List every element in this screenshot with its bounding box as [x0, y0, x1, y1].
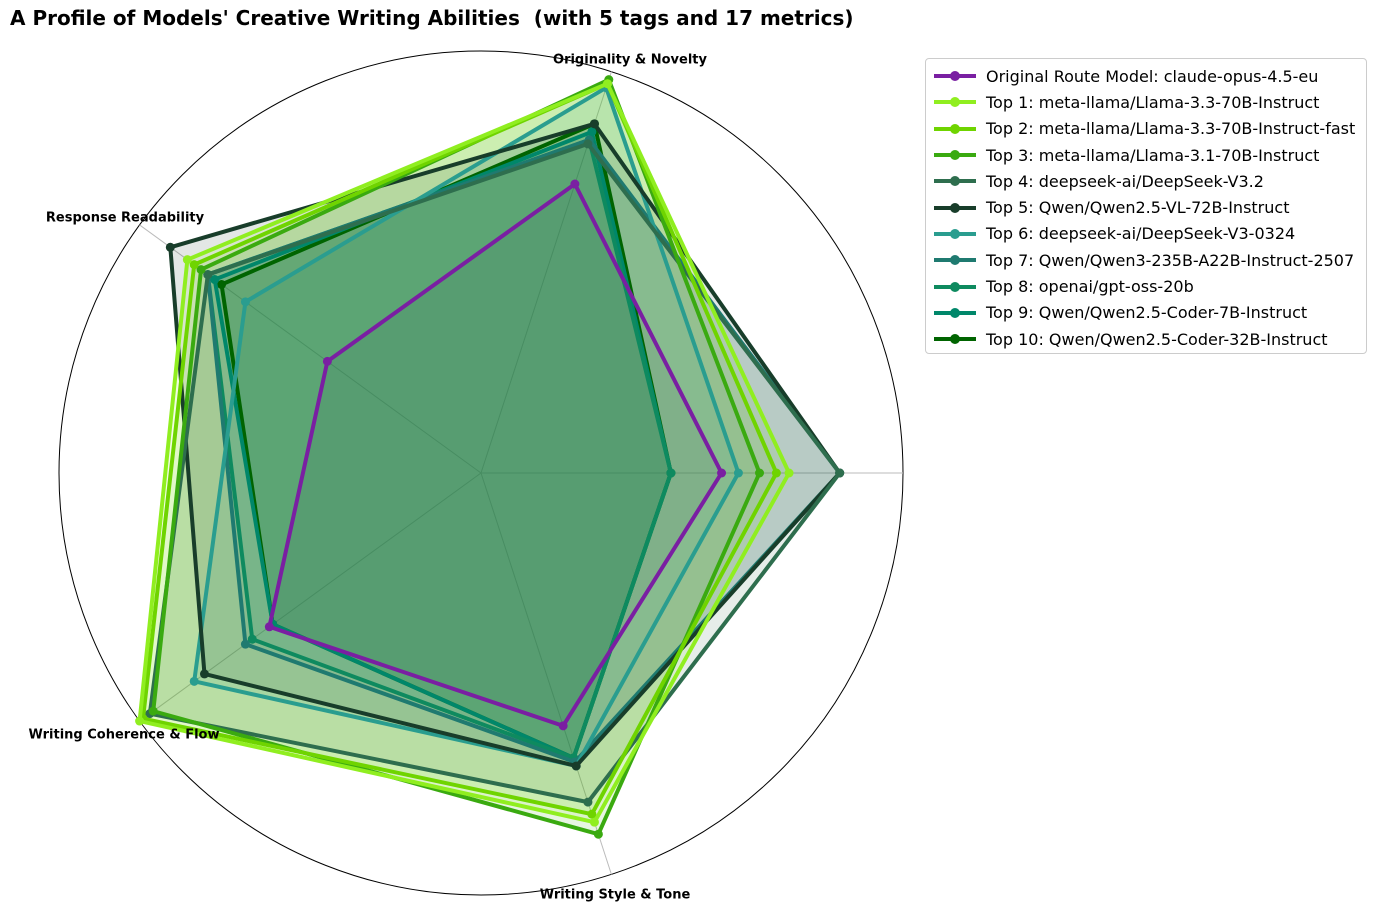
legend-label: Top 3: meta-llama/Llama-3.1-70B-Instruct	[986, 145, 1320, 165]
series-point	[589, 817, 599, 827]
series-point	[217, 279, 227, 289]
legend-item: Top 5: Qwen/Qwen2.5-VL-72B-Instruct	[934, 194, 1358, 220]
legend-label: Top 10: Qwen/Qwen2.5-Coder-32B-Instruct	[986, 329, 1328, 349]
series-point	[589, 119, 599, 129]
series-point	[189, 260, 199, 270]
legend-item: Original Route Model: claude-opus-4.5-eu	[934, 63, 1358, 89]
series-point	[583, 139, 593, 149]
series-point	[247, 634, 257, 644]
series-point	[733, 468, 743, 478]
legend-label: Top 9: Qwen/Qwen2.5-Coder-7B-Instruct	[986, 303, 1308, 323]
radar-spoke	[480, 472, 612, 875]
series-point	[570, 179, 580, 189]
legend-swatch	[934, 280, 976, 294]
legend-label: Top 5: Qwen/Qwen2.5-VL-72B-Instruct	[986, 198, 1290, 218]
axis-label: Writing Coherence & Flow	[29, 728, 220, 743]
series-point	[717, 468, 727, 478]
axis-label: Response Readability	[46, 211, 205, 226]
series-point	[240, 639, 250, 649]
axis-labels: Creative WritingOriginality & NoveltyRes…	[29, 53, 708, 903]
legend-label: Top 8: openai/gpt-oss-20b	[986, 277, 1194, 297]
series-line	[192, 85, 741, 768]
chart-title: A Profile of Models' Creative Writing Ab…	[10, 6, 854, 30]
legend-label: Top 6: deepseek-ai/DeepSeek-V3-0324	[986, 224, 1296, 244]
legend-label: Top 2: meta-llama/Llama-3.3-70B-Instruct…	[986, 119, 1356, 139]
series-line	[168, 121, 842, 768]
series-point	[196, 265, 206, 275]
series-point	[771, 468, 781, 478]
legend-swatch	[934, 227, 976, 241]
series-area	[207, 139, 840, 762]
legend-label: Top 4: deepseek-ai/DeepSeek-V3.2	[986, 171, 1264, 191]
legend-item: Top 10: Qwen/Qwen2.5-Coder-32B-Instruct	[934, 326, 1358, 352]
legend-item: Top 1: meta-llama/Llama-3.3-70B-Instruct	[934, 89, 1358, 115]
radar-chart: Creative WritingOriginality & NoveltyRes…	[29, 50, 904, 903]
series-point	[666, 468, 676, 478]
series-point	[199, 669, 209, 679]
series-point	[558, 721, 568, 731]
series-line	[267, 182, 724, 728]
series-point	[835, 468, 845, 478]
series-line	[205, 137, 673, 760]
legend-item: Top 3: meta-llama/Llama-3.1-70B-Instruct	[934, 142, 1358, 168]
series-point	[210, 275, 220, 285]
series-area	[207, 139, 671, 758]
legend-swatch	[934, 95, 976, 109]
series-group	[264, 179, 727, 731]
series-point	[203, 270, 213, 280]
legend-item: Top 4: deepseek-ai/DeepSeek-V3.2	[934, 168, 1358, 194]
legend-label: Top 1: meta-llama/Llama-3.3-70B-Instruct	[986, 92, 1320, 112]
series-point	[587, 809, 597, 819]
series-point	[182, 255, 192, 265]
legend-label: Original Route Model: claude-opus-4.5-eu	[986, 66, 1319, 86]
series-area	[149, 143, 840, 803]
series-point	[189, 676, 199, 686]
legend-swatch	[934, 148, 976, 162]
series-point	[755, 468, 765, 478]
legend-swatch	[934, 332, 976, 346]
legend-swatch	[934, 122, 976, 136]
series-point	[165, 242, 175, 252]
legend-label: Top 7: Qwen/Qwen3-235B-A22B-Instruct-250…	[986, 250, 1355, 270]
legend-item: Top 9: Qwen/Qwen2.5-Coder-7B-Instruct	[934, 300, 1358, 326]
series-area	[214, 131, 671, 758]
legend: Original Route Model: claude-opus-4.5-eu…	[925, 58, 1367, 354]
series-point	[322, 356, 332, 366]
series-point	[784, 468, 794, 478]
legend-swatch	[934, 201, 976, 215]
series-point	[148, 706, 158, 716]
series-point	[240, 297, 250, 307]
legend-swatch	[934, 69, 976, 83]
legend-item: Top 8: openai/gpt-oss-20b	[934, 273, 1358, 299]
series-point	[264, 622, 274, 632]
legend-swatch	[934, 174, 976, 188]
axis-label: Writing Style & Tone	[540, 888, 691, 903]
series-area	[221, 123, 671, 758]
series-point	[583, 797, 593, 807]
series-line	[137, 81, 792, 825]
series-line	[205, 137, 842, 764]
series-point	[602, 79, 612, 89]
radar-series	[135, 75, 845, 839]
legend-item: Top 7: Qwen/Qwen3-235B-A22B-Instruct-250…	[934, 247, 1358, 273]
legend-item: Top 2: meta-llama/Llama-3.3-70B-Instruct…	[934, 116, 1358, 142]
series-point	[593, 829, 603, 839]
legend-swatch	[934, 253, 976, 267]
series-group	[135, 79, 794, 827]
series-point	[571, 761, 581, 771]
series-point	[135, 716, 145, 726]
legend-item: Top 6: deepseek-ai/DeepSeek-V3-0324	[934, 221, 1358, 247]
series-area	[269, 184, 722, 726]
series-point	[587, 127, 597, 137]
axis-label: Originality & Novelty	[553, 53, 707, 68]
series-area	[194, 87, 739, 766]
legend-swatch	[934, 306, 976, 320]
